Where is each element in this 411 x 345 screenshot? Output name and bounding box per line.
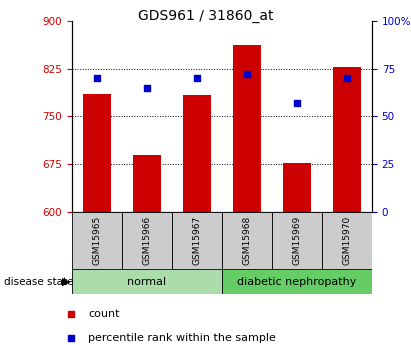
Point <box>94 76 100 81</box>
Bar <box>83 94 111 212</box>
Point <box>293 100 300 106</box>
Text: disease state: disease state <box>4 277 74 286</box>
Bar <box>122 212 172 269</box>
Text: GSM15965: GSM15965 <box>92 216 102 265</box>
Bar <box>272 212 322 269</box>
Bar <box>183 95 211 212</box>
Point <box>299 17 305 22</box>
Bar <box>172 212 222 269</box>
Text: diabetic nephropathy: diabetic nephropathy <box>237 277 357 286</box>
Point <box>144 85 150 90</box>
Text: GSM15967: GSM15967 <box>192 216 201 265</box>
Point <box>244 71 250 77</box>
Point <box>299 241 305 246</box>
Text: normal: normal <box>127 277 166 286</box>
Point <box>194 76 200 81</box>
Text: GSM15970: GSM15970 <box>342 216 351 265</box>
Point <box>344 76 350 81</box>
Text: GSM15968: GSM15968 <box>242 216 252 265</box>
Bar <box>133 155 161 212</box>
Bar <box>233 45 261 212</box>
Bar <box>72 212 122 269</box>
Text: ▶: ▶ <box>62 277 70 286</box>
Text: percentile rank within the sample: percentile rank within the sample <box>88 334 276 343</box>
Bar <box>322 212 372 269</box>
Text: count: count <box>88 309 120 319</box>
Bar <box>222 212 272 269</box>
Bar <box>283 163 311 212</box>
Bar <box>222 269 372 294</box>
Text: GDS961 / 31860_at: GDS961 / 31860_at <box>138 9 273 23</box>
Text: GSM15969: GSM15969 <box>293 216 301 265</box>
Bar <box>72 269 222 294</box>
Bar <box>333 67 361 212</box>
Text: GSM15966: GSM15966 <box>143 216 151 265</box>
